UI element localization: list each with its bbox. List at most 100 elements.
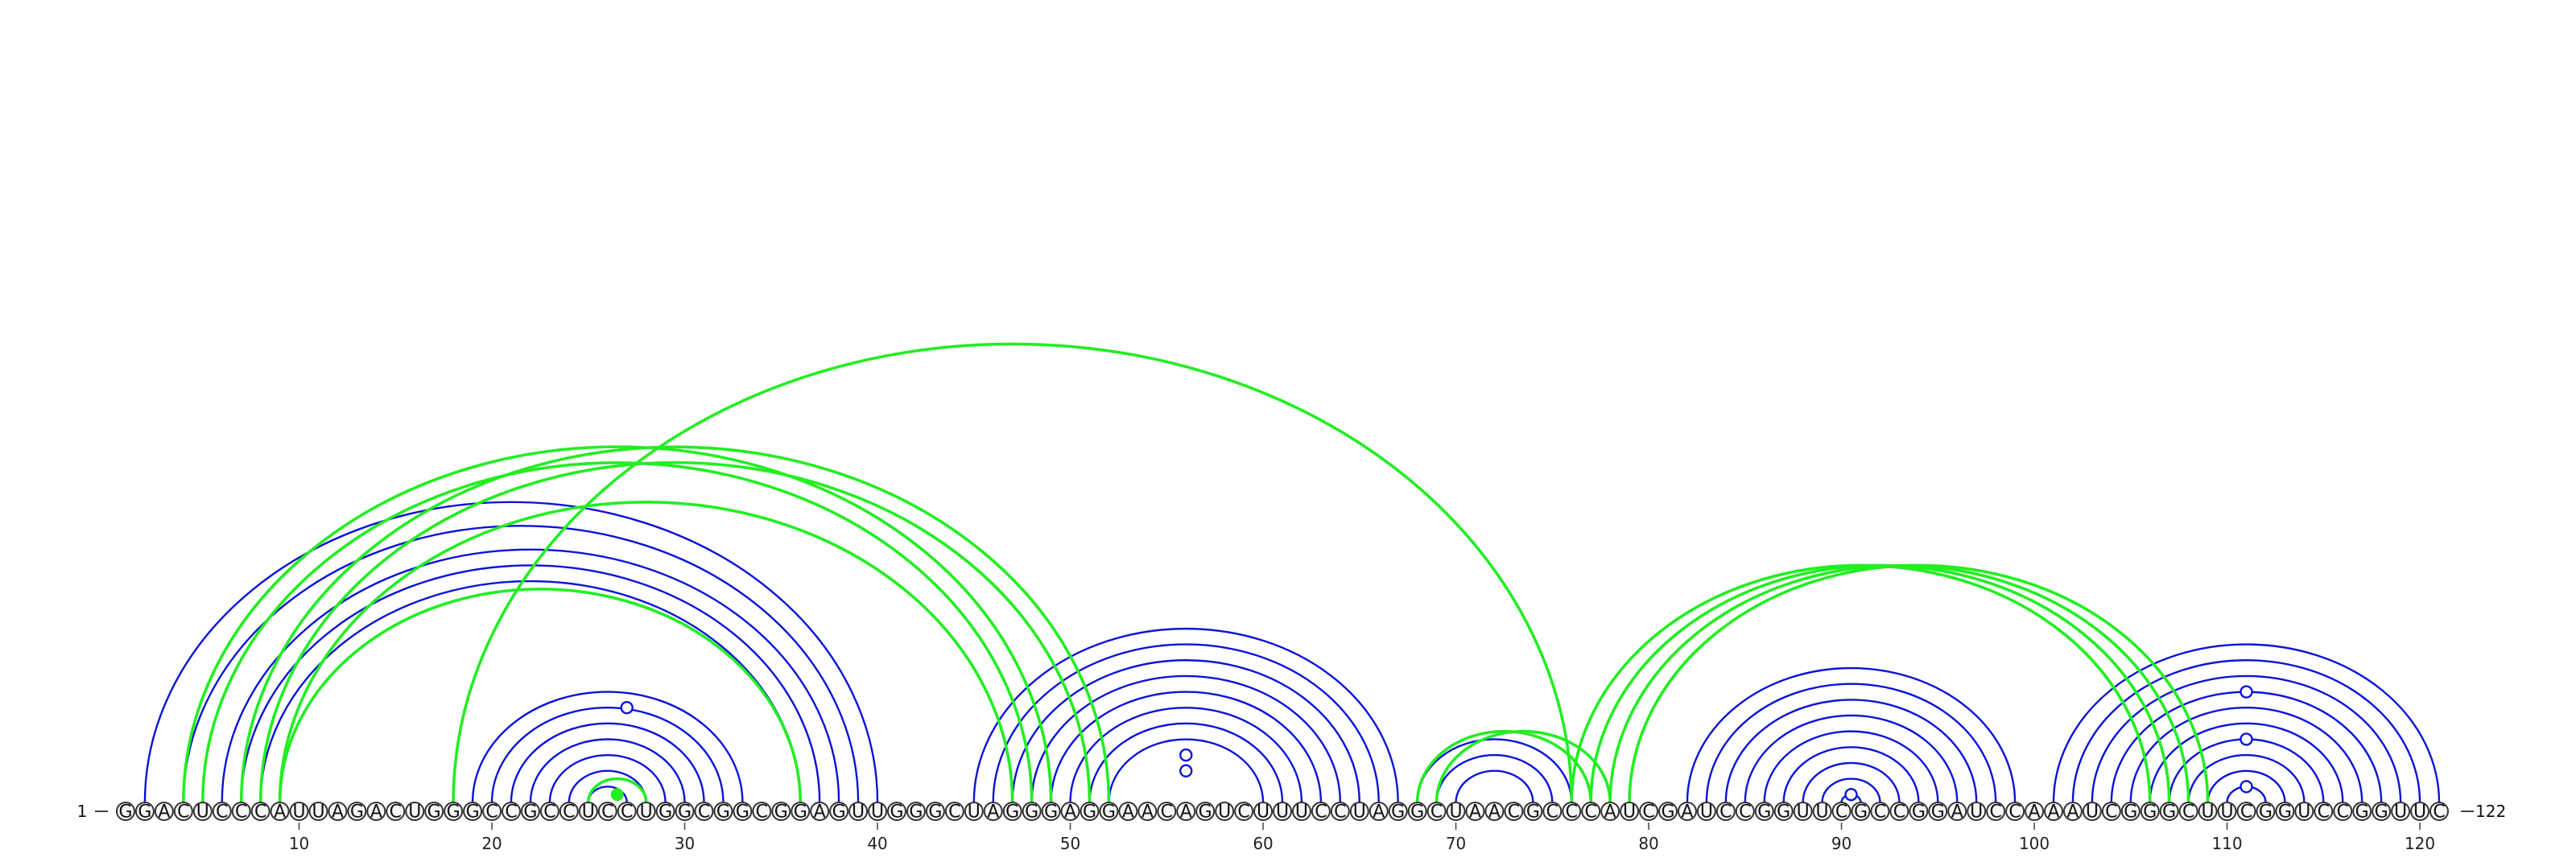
- nucleotide: U: [2294, 802, 2314, 823]
- nucleotide-circle: [2256, 802, 2276, 821]
- blue-pair-arc: [529, 738, 686, 803]
- nucleotide-circle: [1002, 802, 1022, 821]
- blue-pair-arc: [2207, 769, 2286, 803]
- nucleotide-letter: C: [235, 802, 247, 823]
- nucleotide-letter: C: [1893, 802, 1905, 823]
- nucleotide: A: [983, 802, 1003, 823]
- nucleotide-letter: C: [2105, 802, 2117, 823]
- blue-pair-marker: [1179, 748, 1193, 762]
- blue-pair-arc: [1686, 666, 2017, 803]
- nucleotide-circle: [212, 802, 232, 821]
- nucleotide: G: [733, 802, 753, 823]
- nucleotide-circle: [1195, 802, 1216, 821]
- tick-label: 20: [481, 834, 502, 853]
- nucleotide: A: [270, 802, 290, 823]
- nucleotide-letter: C: [2318, 802, 2330, 823]
- blue-pair-arc: [1782, 746, 1920, 803]
- nucleotide: G: [887, 802, 906, 823]
- nucleotide: C: [752, 802, 772, 823]
- nucleotide-letter: A: [1122, 802, 1134, 823]
- nucleotide-letter: C: [621, 802, 633, 823]
- nucleotide-circle: [1600, 802, 1620, 821]
- nucleotide-letter: C: [2240, 802, 2252, 823]
- green-pair-arc: [587, 777, 648, 803]
- nucleotide: C: [386, 802, 406, 823]
- nucleotide-circle: [675, 802, 695, 821]
- blue-pair-arc: [1088, 722, 1284, 803]
- nucleotide-letter: G: [1661, 802, 1674, 823]
- nucleotide-circle: [424, 802, 444, 821]
- nucleotide-circle: [1909, 802, 1929, 821]
- tick-label: 100: [2019, 834, 2050, 853]
- blue-pair-arc: [143, 501, 879, 803]
- nucleotide-letter: C: [1739, 802, 1751, 823]
- nucleotide-circle: [366, 802, 386, 821]
- nucleotide: U: [1967, 802, 1987, 823]
- nucleotide-circle: [328, 802, 348, 821]
- nucleotide: C: [2101, 802, 2121, 823]
- nucleotide-letter: U: [871, 802, 884, 823]
- nucleotide-circle: [2025, 802, 2045, 821]
- nucleotide-circle: [134, 802, 155, 821]
- nucleotide: A: [1060, 802, 1080, 823]
- nucleotide: A: [328, 802, 348, 823]
- nucleotide-circle: [308, 802, 328, 821]
- nucleotide-circle: [2275, 802, 2295, 821]
- nucleotide: G: [1851, 802, 1871, 823]
- nucleotide-letter: A: [1951, 802, 1963, 823]
- nucleotide: G: [1099, 802, 1119, 823]
- nucleotide-circle: [2062, 802, 2083, 821]
- nucleotide-letter: C: [1334, 802, 1346, 823]
- nucleotide-letter: A: [332, 802, 344, 823]
- nucleotide: C: [1715, 802, 1736, 823]
- nucleotide-letter: C: [756, 802, 768, 823]
- nucleotide-circle: [2391, 802, 2411, 821]
- nucleotide-circle: [2198, 802, 2218, 821]
- green-pair-arc: [1608, 563, 2190, 803]
- nucleotide-letter: G: [1391, 802, 1405, 823]
- nucleotide: G: [713, 802, 733, 823]
- nucleotide-letter: U: [640, 802, 653, 823]
- green-pair-arc: [1628, 563, 2210, 803]
- nucleotide: A: [2025, 802, 2045, 823]
- nucleotide: C: [1889, 802, 1909, 823]
- nucleotide: A: [1600, 802, 1620, 823]
- nucleotide: G: [1754, 802, 1774, 823]
- nucleotide-letter: A: [274, 802, 286, 823]
- nucleotide: G: [520, 802, 540, 823]
- blue-pair-arc: [2091, 674, 2402, 803]
- nucleotide-circle: [1099, 802, 1119, 821]
- nucleotide-circle: [1311, 802, 1331, 821]
- nucleotide-circle: [1754, 802, 1774, 821]
- nucleotide-circle: [1330, 802, 1350, 821]
- nucleotide-circle: [1889, 802, 1909, 821]
- nucleotide-letter: G: [1199, 802, 1212, 823]
- nucleotide-circle: [1639, 802, 1659, 821]
- nucleotide: A: [1484, 802, 1505, 823]
- nucleotide-letter: C: [1874, 802, 1886, 823]
- nucleotide-letter: C: [1315, 802, 1327, 823]
- nucleotide-letter: G: [523, 802, 537, 823]
- nucleotide: C: [482, 802, 502, 823]
- nucleotide-circle: [2178, 802, 2198, 821]
- blue-pair-arc: [1821, 778, 1881, 803]
- nucleotide-letter: G: [678, 802, 691, 823]
- green-pair-arc: [182, 445, 1053, 803]
- nucleotide-circle: [289, 802, 309, 821]
- nucleotide: G: [134, 802, 155, 823]
- nucleotide: U: [1349, 802, 1369, 823]
- nucleotide-letter: U: [968, 802, 980, 823]
- nucleotide-circle: [733, 802, 753, 821]
- nucleotide: G: [1195, 802, 1216, 823]
- nucleotide-letter: A: [2066, 802, 2079, 823]
- nucleotide-letter: U: [1353, 802, 1366, 823]
- blue-pair-arc: [2187, 753, 2306, 803]
- blue-pair-arc: [1050, 691, 1323, 803]
- nucleotide-circle: [1715, 802, 1736, 821]
- nucleotide: G: [463, 802, 483, 823]
- nucleotide-circle: [1947, 802, 1967, 821]
- nucleotide-circle: [2410, 802, 2430, 821]
- nucleotide-circle: [2333, 802, 2353, 821]
- nucleotide-letter: G: [794, 802, 807, 823]
- nucleotide-circle: [444, 802, 464, 821]
